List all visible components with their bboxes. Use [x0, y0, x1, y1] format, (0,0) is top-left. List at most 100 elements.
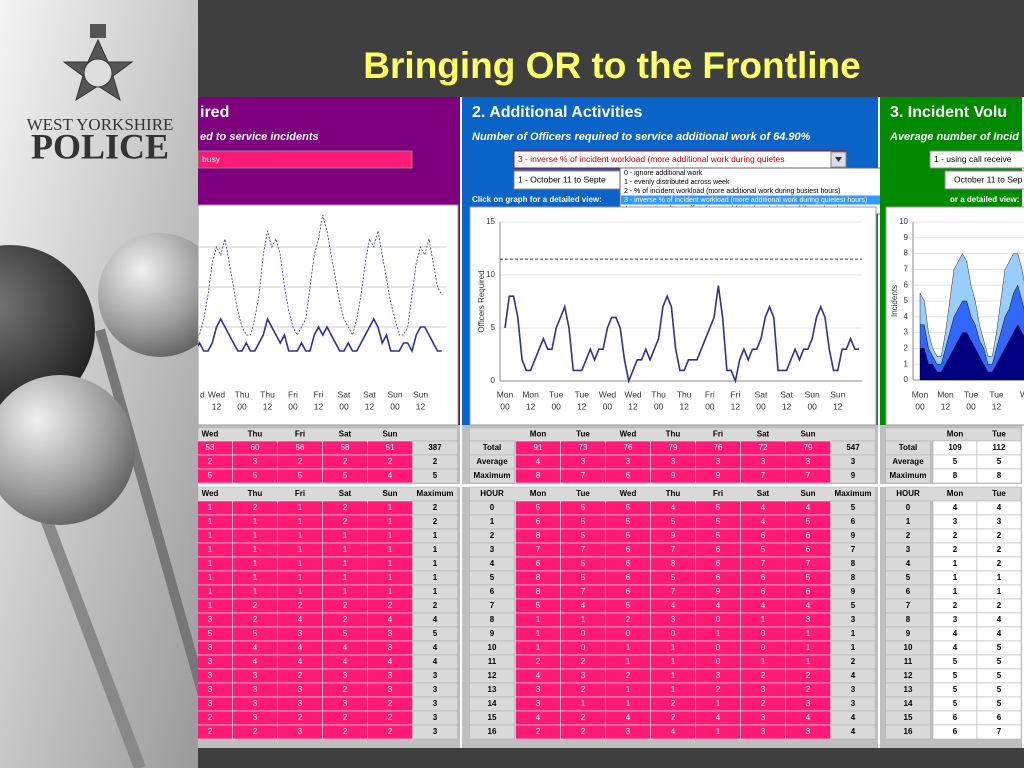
panel-heading: ired: [200, 104, 229, 121]
row-label: 8: [490, 615, 495, 624]
cell-value: 79: [804, 443, 813, 452]
y-tick-label: 10: [899, 217, 908, 226]
column-header: Mon: [530, 489, 547, 498]
cell-value: 4: [298, 643, 303, 652]
column-header: Maximum: [417, 489, 454, 498]
cell-value: 5: [953, 699, 958, 708]
y-tick-label: 10: [486, 270, 495, 279]
cell-value: 4: [953, 503, 958, 512]
x-tick-label: 12: [365, 401, 375, 411]
row-label: 15: [904, 713, 913, 722]
cell-value: 3: [343, 699, 348, 708]
x-tick-label: Wed: [599, 389, 617, 399]
dropdown-option[interactable]: 2 - % of incident workload (more additio…: [624, 188, 840, 195]
cell-value: 6: [716, 545, 721, 554]
row-label: 11: [488, 657, 497, 666]
row-label: 5: [906, 573, 911, 582]
cell-value: 1: [953, 573, 958, 582]
cell-value: 9: [671, 471, 676, 480]
row-label: 7: [906, 601, 911, 610]
panel: 3. Incident Volu Average number of Incid 1…: [880, 97, 1024, 748]
chart-area[interactable]: [198, 204, 459, 426]
cell-value: 3: [806, 699, 811, 708]
cell-value: 547: [846, 443, 860, 452]
badge-centre: [83, 58, 113, 88]
cell-value: 6: [626, 573, 631, 582]
cell-value: 7: [761, 471, 766, 480]
x-tick-label: 00: [756, 401, 766, 411]
row-label: 15: [488, 713, 497, 722]
dropdown[interactable]: [944, 170, 1024, 190]
table-cell: [830, 724, 876, 740]
cell-value: 2: [626, 615, 631, 624]
x-tick-label: 00: [807, 401, 817, 411]
dropdown-option[interactable]: 3 - inverse % of incident workload (more…: [624, 197, 867, 204]
y-tick-label: 5: [491, 323, 496, 332]
cell-value: 1: [626, 685, 631, 694]
cell-value: 1: [343, 587, 348, 596]
cell-value: 2: [433, 503, 438, 512]
dropdown[interactable]: [198, 150, 413, 169]
data-line: [198, 316, 442, 354]
table-gap: [462, 484, 878, 487]
cell-value: 5: [997, 699, 1002, 708]
cell-value: 7: [581, 587, 586, 596]
x-tick-label: Thu: [677, 389, 692, 399]
cell-value: 58: [341, 443, 350, 452]
pin-stick: [95, 328, 198, 696]
cell-value: 3: [851, 685, 856, 694]
cell-value: 9: [716, 587, 721, 596]
cell-value: 4: [997, 503, 1002, 512]
dropdown-option[interactable]: 1 - evenly distributed across week: [624, 179, 730, 186]
cell-value: 1: [997, 573, 1002, 582]
cell-value: 3: [761, 713, 766, 722]
cell-value: 4: [806, 601, 811, 610]
cell-value: 6: [953, 727, 958, 736]
cell-value: 1: [298, 573, 303, 582]
cell-value: 1: [298, 531, 303, 540]
column-header: Mon: [530, 430, 547, 439]
cell-value: 0: [716, 657, 721, 666]
row-label: 12: [488, 671, 497, 680]
cell-value: 1: [208, 503, 213, 512]
x-tick-label: 12: [679, 401, 689, 411]
cell-value: 76: [624, 443, 633, 452]
row-label: 0: [906, 503, 911, 512]
column-header: Sun: [800, 430, 815, 439]
cell-value: 3: [851, 615, 856, 624]
cell-value: 4: [253, 657, 258, 666]
x-tick-label: 12: [263, 401, 273, 411]
cell-value: 5: [953, 685, 958, 694]
cell-value: 53: [206, 443, 215, 452]
cell-value: 3: [208, 699, 213, 708]
cell-value: 1: [388, 517, 393, 526]
cell-value: 4: [851, 727, 856, 736]
x-tick-label: 00: [915, 401, 925, 411]
row-label: 1: [490, 517, 495, 526]
cell-value: 5: [716, 531, 721, 540]
row-label: 3: [490, 545, 495, 554]
cell-value: 1: [953, 559, 958, 568]
cell-value: 3: [626, 457, 631, 466]
y-tick-label: 0: [491, 376, 496, 385]
dropdown-option[interactable]: 0 - ignore additional work: [624, 170, 703, 177]
option-highlight: [621, 195, 949, 205]
cell-value: 2: [997, 531, 1002, 540]
cell-value: 3: [208, 685, 213, 694]
cell-value: 4: [388, 657, 393, 666]
dropdown[interactable]: [929, 150, 1024, 169]
dropdown-value: October 11 to Sep: [954, 174, 1023, 184]
row-label: 3: [906, 545, 911, 554]
cell-value: 5: [343, 471, 348, 480]
cell-value: 3: [433, 713, 438, 722]
cell-value: 4: [761, 503, 766, 512]
cell-value: 3: [851, 699, 856, 708]
column-header: Fri: [713, 430, 723, 439]
cell-value: 5: [581, 573, 586, 582]
cell-value: 1: [433, 545, 438, 554]
cell-value: 0: [716, 643, 721, 652]
cell-value: 0: [581, 643, 586, 652]
cell-value: 2: [388, 727, 393, 736]
cell-value: 1: [253, 517, 258, 526]
